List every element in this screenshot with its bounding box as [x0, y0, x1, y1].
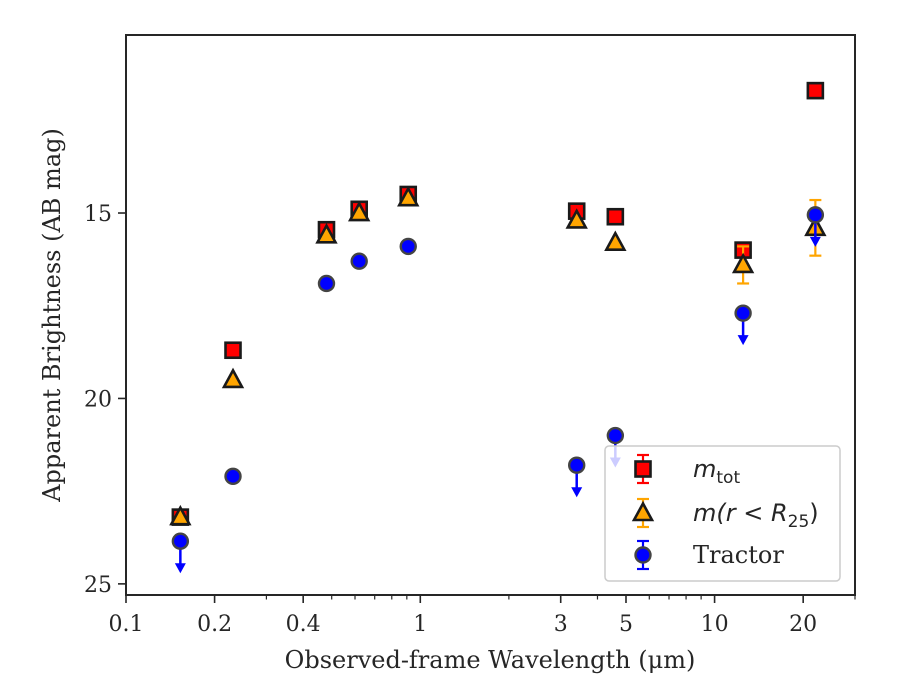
x-tick-label: 0.2 — [197, 612, 232, 637]
legend-label: Tractor — [693, 541, 784, 569]
data-point-triangle — [348, 200, 371, 222]
data-point-circle — [734, 304, 752, 322]
y-axis-label: Apparent Brightness (AB mag) — [38, 128, 66, 503]
data-point-circle — [568, 456, 586, 474]
legend-marker-square — [634, 460, 652, 478]
data-point-triangle — [315, 223, 338, 244]
legend-label: m(r < R25) — [693, 499, 819, 532]
data-point-triangle — [604, 230, 627, 251]
legend-marker-circle — [634, 546, 652, 564]
data-point-circle — [350, 252, 368, 270]
x-tick-label: 10 — [701, 612, 729, 637]
x-axis-label: Observed-frame Wavelength (μm) — [285, 646, 696, 674]
x-tick-label: 1 — [413, 612, 427, 637]
legend-entry: Tractor — [634, 539, 784, 571]
series-triangle — [169, 185, 827, 526]
x-tick-label: 0.1 — [109, 612, 144, 637]
y-tick-label: 25 — [84, 573, 112, 598]
x-tick-label: 3 — [554, 612, 568, 637]
y-tick-label: 15 — [84, 202, 112, 227]
x-tick-label: 5 — [619, 612, 633, 637]
data-point-square — [806, 81, 825, 100]
data-point-circle — [399, 237, 417, 256]
data-point-triangle — [565, 208, 588, 229]
legend: mtot m(r < R25) Tractor — [604, 445, 841, 582]
data-point-triangle — [221, 367, 245, 389]
data-point-triangle — [731, 252, 755, 274]
data-point-square — [224, 341, 242, 360]
x-tick-label: 20 — [789, 612, 817, 637]
data-point-square — [606, 207, 625, 226]
legend-marker-triangle — [631, 500, 655, 522]
y-tick-label: 20 — [84, 387, 112, 412]
data-point-triangle — [397, 185, 420, 207]
data-point-circle — [317, 274, 336, 293]
axis-ticks: 0.1 0.2 0.4 1 3 5 10 20 15 20 25 — [84, 202, 856, 637]
data-point-circle — [806, 206, 825, 224]
legend-entry: mtot — [634, 453, 740, 488]
plot-frame — [125, 34, 856, 596]
data-point-circle — [606, 426, 625, 445]
data-point-circle — [224, 467, 242, 486]
series-circle — [171, 206, 825, 574]
legend-box — [604, 445, 841, 582]
legend-entry: m(r < R25) — [631, 497, 819, 532]
data-point-circle — [171, 532, 190, 550]
x-tick-label: 0.4 — [286, 612, 321, 637]
data-marks — [169, 81, 827, 574]
data-point-triangle — [169, 504, 192, 526]
legend-label: mtot — [693, 455, 740, 488]
